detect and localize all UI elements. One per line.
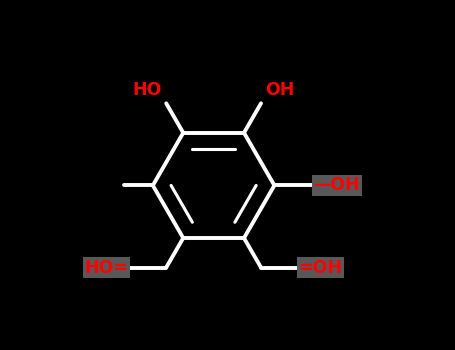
Text: —OH: —OH (313, 176, 360, 194)
Text: =OH: =OH (298, 259, 343, 276)
Text: HO=: HO= (85, 259, 129, 276)
Text: OH: OH (265, 81, 294, 99)
Text: HO: HO (133, 81, 162, 99)
